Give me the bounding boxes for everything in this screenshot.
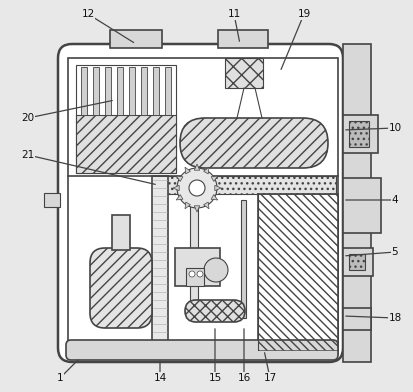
Bar [117, 67, 123, 115]
Polygon shape [194, 206, 199, 212]
FancyBboxPatch shape [185, 300, 244, 322]
Text: 20: 20 [21, 113, 34, 123]
Bar [153, 67, 159, 115]
Bar [348, 121, 368, 147]
Bar [129, 67, 135, 115]
Circle shape [189, 180, 204, 196]
Text: 12: 12 [81, 9, 95, 19]
Polygon shape [185, 202, 190, 209]
Text: 21: 21 [21, 150, 35, 160]
Circle shape [189, 271, 195, 277]
Text: 14: 14 [153, 373, 166, 383]
Bar [348, 254, 364, 270]
Bar [190, 194, 197, 314]
Bar [342, 248, 372, 276]
Text: 1: 1 [57, 373, 63, 383]
Text: 11: 11 [227, 9, 240, 19]
Text: 16: 16 [237, 373, 250, 383]
Text: 18: 18 [387, 313, 401, 323]
Polygon shape [203, 202, 209, 209]
Bar [175, 248, 219, 286]
Polygon shape [194, 164, 199, 170]
Bar [218, 30, 267, 48]
Text: 10: 10 [387, 123, 401, 133]
Polygon shape [203, 167, 209, 174]
Text: 19: 19 [297, 9, 310, 19]
Bar [342, 44, 370, 362]
Polygon shape [214, 185, 221, 191]
Bar [342, 178, 380, 233]
Bar [76, 65, 176, 173]
Polygon shape [185, 167, 190, 174]
Text: 5: 5 [391, 247, 397, 257]
Bar [93, 67, 99, 115]
FancyBboxPatch shape [180, 118, 327, 168]
Text: 15: 15 [208, 373, 221, 383]
Circle shape [197, 271, 202, 277]
Text: 4: 4 [391, 195, 397, 205]
Polygon shape [211, 194, 217, 200]
Bar [342, 308, 370, 330]
Bar [44, 193, 60, 207]
Bar [257, 194, 337, 350]
Polygon shape [211, 176, 217, 181]
Polygon shape [176, 194, 183, 200]
Bar [240, 200, 245, 318]
Bar [105, 67, 111, 115]
FancyBboxPatch shape [66, 340, 337, 360]
Polygon shape [176, 176, 183, 181]
Bar [68, 58, 337, 354]
FancyBboxPatch shape [58, 44, 342, 362]
Bar [185, 268, 204, 286]
Bar [158, 176, 335, 194]
FancyBboxPatch shape [90, 248, 152, 328]
Circle shape [177, 168, 216, 208]
Polygon shape [173, 185, 179, 191]
Bar [76, 115, 176, 173]
Bar [224, 58, 262, 88]
Bar [112, 215, 130, 250]
Bar [141, 67, 147, 115]
Bar [257, 194, 337, 350]
Bar [152, 176, 168, 344]
Bar [165, 67, 171, 115]
Bar [110, 30, 161, 48]
Bar [342, 115, 377, 153]
Text: 17: 17 [263, 373, 276, 383]
Bar [81, 67, 87, 115]
Circle shape [204, 258, 228, 282]
